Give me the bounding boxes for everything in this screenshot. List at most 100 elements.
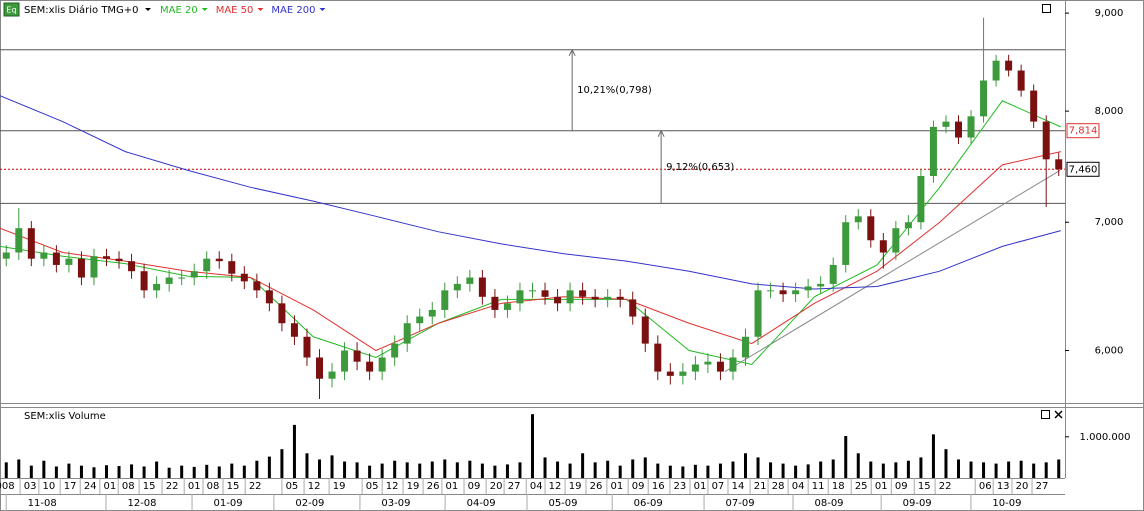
volume-bar [505,464,509,478]
volume-bar [443,459,447,478]
volume-bar [844,436,848,478]
price-label: 7,460 [1069,164,1098,175]
candle-body [629,299,637,317]
candle-body [754,290,762,337]
x-tick-label: 19 [333,481,346,492]
legend-entry: MAE 200 [271,5,315,16]
candle-body [290,323,298,337]
volume-bar [869,461,873,478]
x-tick-label: 22 [249,481,262,492]
candle-body [529,290,536,292]
candle-body [804,286,812,291]
volume-bar [831,459,835,478]
x-tick-label: 01 [446,481,459,492]
candle-body [40,252,48,259]
legend: MAE 20 MAE 50 MAE 200 [160,5,326,16]
x-tick-label: 19 [407,481,420,492]
volume-bar [568,463,572,478]
annotation: 10,21%(0,798) [577,85,652,96]
volume-bar [668,465,672,478]
dropdown-icon [319,8,326,11]
volume-bar [1007,461,1011,478]
candle-body [178,277,186,279]
volume-bar [305,453,309,478]
candle-body [779,290,787,295]
volume-bar [606,460,610,478]
candle-body [767,290,775,292]
x-tick-label: 08 [122,481,135,492]
volume-bar [944,449,948,478]
price-label-box [1066,161,1100,177]
price-label: 7,814 [1069,126,1098,137]
x-tick-label: 03 [24,481,37,492]
candle-body [203,258,211,272]
candle-body [478,277,486,297]
volume-bar [819,461,823,478]
month-label: 02-09 [295,498,324,509]
x-tick-label: 18 [832,481,845,492]
volume-bar [130,464,134,478]
volume-bar [581,453,585,478]
x-tick-label: 28 [772,481,785,492]
dropdown-icon[interactable] [145,8,151,11]
maximize-icon[interactable] [1042,4,1051,13]
arrow-head [657,129,665,137]
close-icon[interactable] [1054,410,1063,419]
volume-bar [17,459,21,478]
moving-average [0,100,1062,366]
volume-bar [117,466,121,478]
month-label: 03-09 [381,498,410,509]
volume-bar [217,466,221,478]
x-tick-label: 19 [569,481,582,492]
volume-bar [4,462,8,478]
volume-bar [1032,463,1036,478]
x-tick-label: 27 [1036,481,1049,492]
volume-bar [242,465,246,478]
volume-bar [919,457,923,478]
candle-body [341,350,349,372]
candle-body [115,258,123,262]
x-tick-label: 20 [1016,481,1029,492]
x-tick-label: 01 [188,481,201,492]
volume-bar [79,465,83,478]
x-tick-label: 008 [0,481,15,492]
x-tick-label: 11 [812,481,825,492]
candle-body [742,336,749,358]
volume-bar [480,463,484,478]
volume-bar [643,457,647,478]
volume-bar [706,465,710,478]
volume-bar [531,414,534,478]
candle-body [1005,60,1013,71]
candle-body [666,371,674,376]
candle-body [1055,159,1063,170]
volume-bar [856,453,860,478]
volume-bar [969,461,973,478]
x-tick-label: 12 [549,481,562,492]
candle-body [704,361,712,365]
volume-bar [405,462,409,478]
candle-body [328,371,336,379]
x-tick-label: 12 [308,481,321,492]
candle-body [416,316,424,324]
x-tick-label: 01 [610,481,623,492]
candle-body [591,296,599,300]
volume-bar [1019,460,1023,478]
month-label: 12-08 [127,498,156,509]
volume-bar [931,434,935,478]
candle-body [867,216,875,241]
x-tick-label: 16 [652,481,665,492]
volume-bar [781,463,785,478]
maximize-icon[interactable] [1041,410,1050,419]
candle-body [929,126,937,177]
candle-body [904,222,912,229]
x-tick-label: 01 [875,481,888,492]
candle-body [917,176,925,223]
x-tick-label: 22 [166,481,179,492]
candle-body [579,290,587,297]
volume-bar [292,424,296,478]
month-label: 01-09 [214,498,243,509]
volume-bar [54,466,58,478]
candle-body [316,357,323,379]
month-label: 08-09 [814,498,843,509]
candle-body [616,296,624,300]
